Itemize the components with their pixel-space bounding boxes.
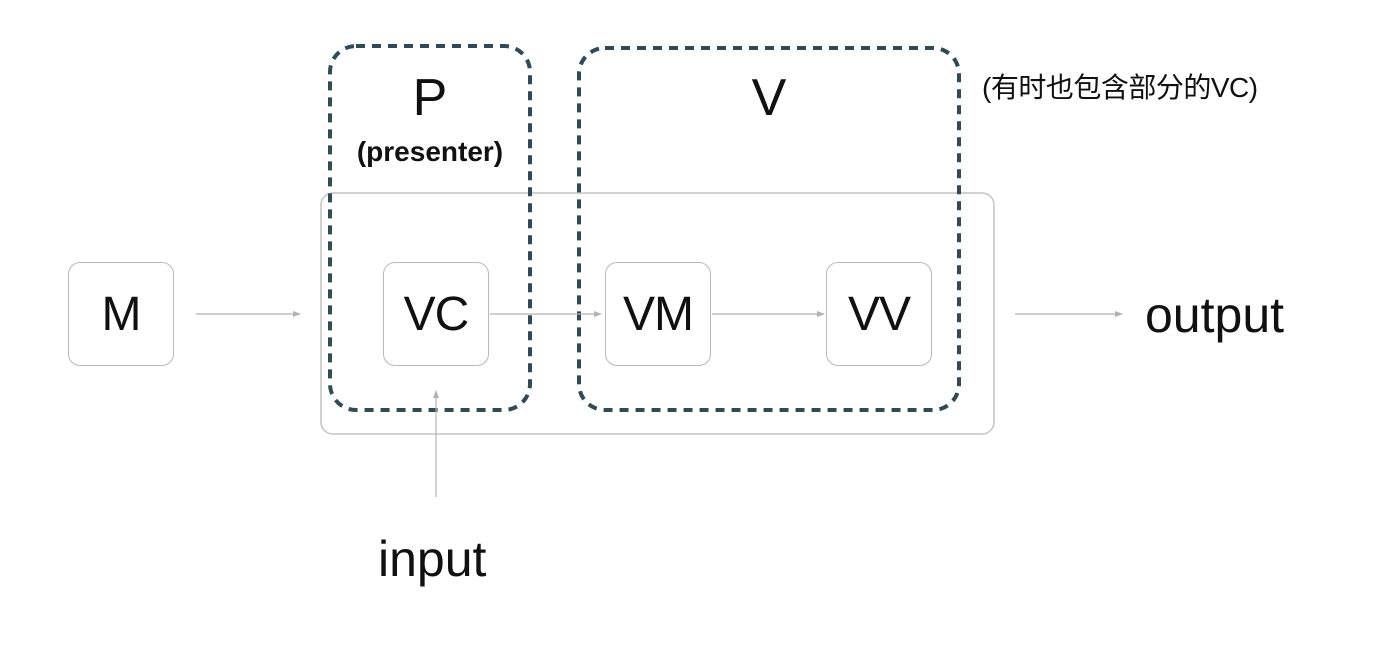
view-model-node: VM [605, 262, 711, 366]
view-group-note: (有时也包含部分的VC) [982, 72, 1258, 103]
view-controller-node: VC [383, 262, 489, 366]
view-group-box [577, 46, 961, 412]
presenter-group-subtitle: (presenter) [356, 136, 504, 167]
view-node: VV [826, 262, 932, 366]
presenter-group-box [328, 44, 532, 412]
output-label: output [1145, 287, 1285, 343]
presenter-group-letter: P [412, 69, 448, 127]
model-node: M [68, 262, 174, 366]
input-label: input [378, 531, 487, 587]
view-group-letter: V [751, 69, 787, 127]
vc-vm-vv-container [320, 192, 995, 435]
